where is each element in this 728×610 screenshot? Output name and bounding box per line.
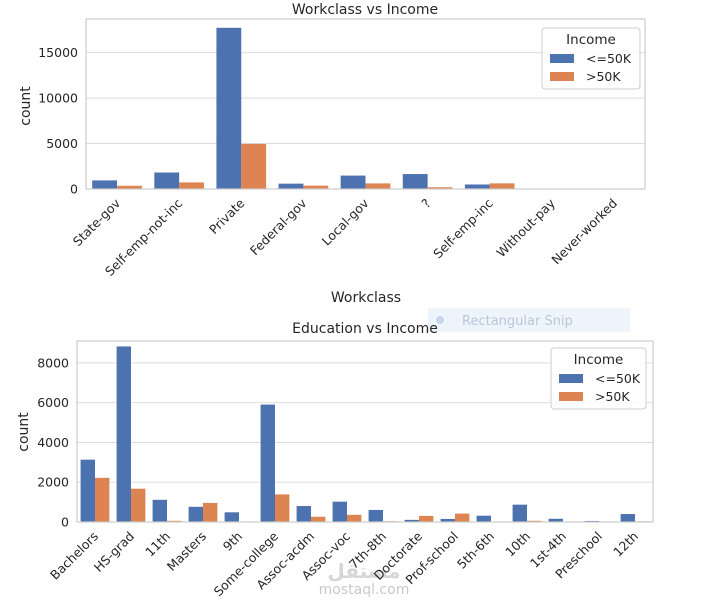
chart2-xtick-label: Masters bbox=[164, 529, 209, 574]
snip-background bbox=[428, 308, 630, 332]
chart1-xlabel: Workclass bbox=[331, 290, 401, 306]
chart2-bar-high bbox=[347, 514, 362, 522]
chart1-plot: 050001000015000State-govSelf-emp-not-inc… bbox=[38, 18, 646, 279]
chart2-legend-label: <=50K bbox=[595, 371, 641, 386]
chart2-bar-low bbox=[224, 512, 239, 522]
chart2-bar-high bbox=[275, 494, 290, 522]
chart2-bar-low bbox=[512, 504, 527, 522]
chart1-legend-label: <=50K bbox=[586, 51, 632, 66]
chart2-bar-low bbox=[440, 518, 455, 522]
chart2-bar-high bbox=[203, 502, 218, 522]
watermark-logo: مستقل bbox=[327, 559, 400, 583]
chart2-ytick-label: 4000 bbox=[37, 435, 69, 450]
chart2-bar-low bbox=[476, 515, 491, 522]
chart1-bar-high bbox=[427, 187, 453, 189]
rectangular-snip-tooltip: Rectangular Snip bbox=[428, 308, 630, 332]
chart2-xtick-label: 5th-6th bbox=[454, 529, 497, 572]
chart2-bar-low bbox=[152, 499, 167, 522]
chart2-bar-high bbox=[131, 488, 146, 522]
chart2-legend-swatch bbox=[559, 392, 583, 401]
chart2-bar-low bbox=[404, 519, 419, 522]
chart1-bar-low bbox=[216, 27, 242, 189]
chart1-bar-low bbox=[402, 174, 428, 189]
chart1-ytick-label: 0 bbox=[70, 182, 78, 197]
chart1-bar-low bbox=[92, 180, 118, 189]
chart2-bar-low bbox=[296, 506, 311, 522]
chart1-frame bbox=[85, 18, 646, 190]
chart2-bar-high bbox=[311, 516, 326, 522]
chart2-bar-low bbox=[188, 506, 203, 522]
chart1-xtick-label: ? bbox=[418, 196, 433, 211]
chart2-bar-high bbox=[455, 513, 470, 522]
chart2-xtick-label: 12th bbox=[610, 529, 641, 560]
chart1-ytick-label: 10000 bbox=[38, 91, 78, 106]
chart1-ylabel: count bbox=[18, 86, 34, 126]
chart2-xtick-label: 10th bbox=[502, 529, 533, 560]
snip-dot-icon bbox=[436, 316, 444, 324]
chart1-bar-high bbox=[489, 183, 515, 189]
chart1-title: Workclass vs Income bbox=[292, 2, 438, 18]
chart2-ytick-label: 6000 bbox=[37, 395, 69, 410]
snip-label: Rectangular Snip bbox=[462, 314, 573, 329]
chart2-bar-high bbox=[419, 515, 434, 522]
chart1-bar-high bbox=[365, 183, 391, 189]
chart2-bar-low bbox=[368, 509, 383, 522]
chart1-legend: Income <=50K >50K bbox=[541, 27, 641, 90]
chart1-ytick-label: 15000 bbox=[38, 45, 78, 60]
chart2-bar-low bbox=[620, 514, 635, 522]
chart1-xtick-label: Private bbox=[206, 195, 248, 237]
chart1-legend-label: >50K bbox=[586, 69, 621, 84]
chart1-bar-high bbox=[117, 185, 142, 189]
chart1-bar-low bbox=[340, 175, 366, 189]
watermark: مستقل mostaql.com bbox=[319, 559, 410, 598]
chart2-bar-low bbox=[116, 346, 131, 522]
chart1-xtick-label: Never-worked bbox=[548, 196, 620, 268]
watermark-text: mostaql.com bbox=[319, 582, 410, 598]
chart2-bar-low bbox=[260, 404, 275, 522]
chart2-legend-label: >50K bbox=[595, 389, 630, 404]
chart2-ytick-label: 0 bbox=[61, 515, 69, 530]
chart1-bar-high bbox=[241, 143, 267, 189]
chart2-ylabel: count bbox=[16, 412, 32, 452]
chart2-legend: Income <=50K >50K bbox=[550, 347, 647, 410]
chart2-ytick-label: 8000 bbox=[37, 355, 69, 370]
chart1-bar-high bbox=[179, 182, 205, 189]
chart2-bar-low bbox=[332, 501, 347, 522]
chart1-bar-low bbox=[278, 183, 304, 189]
chart1-legend-swatch bbox=[550, 72, 574, 81]
chart2-xtick-label: 9th bbox=[220, 529, 245, 554]
chart2-xtick-label: Bachelors bbox=[47, 529, 101, 583]
chart2-frame bbox=[76, 340, 654, 523]
chart2-bar-low bbox=[80, 459, 95, 522]
chart2-bar-low bbox=[548, 518, 563, 522]
chart1-xtick-label: Self-emp-inc bbox=[430, 195, 496, 261]
chart1-bar-low bbox=[464, 184, 490, 189]
chart1-xtick-label: Federal-gov bbox=[247, 195, 310, 258]
chart1-xtick-label: Local-gov bbox=[319, 195, 372, 248]
chart2-title: Education vs Income bbox=[292, 321, 438, 337]
chart1-legend-swatch bbox=[550, 54, 574, 63]
chart2-bar-high bbox=[95, 477, 110, 522]
chart1-bar-low bbox=[154, 172, 180, 189]
chart1-ytick-label: 5000 bbox=[46, 136, 78, 151]
chart2-legend-swatch bbox=[559, 374, 583, 383]
chart1-xtick-label: Without-pay bbox=[493, 195, 558, 260]
chart1-xtick-label: State-gov bbox=[70, 195, 124, 249]
chart1-legend-title: Income bbox=[566, 32, 616, 48]
chart2-bar-high bbox=[527, 520, 542, 522]
chart2-legend-title: Income bbox=[574, 352, 624, 368]
chart2-xtick-label: HS-grad bbox=[91, 529, 137, 575]
chart2-ytick-label: 2000 bbox=[37, 475, 69, 490]
chart1-bar-high bbox=[303, 185, 329, 189]
chart2-xtick-label: 11th bbox=[142, 529, 173, 560]
